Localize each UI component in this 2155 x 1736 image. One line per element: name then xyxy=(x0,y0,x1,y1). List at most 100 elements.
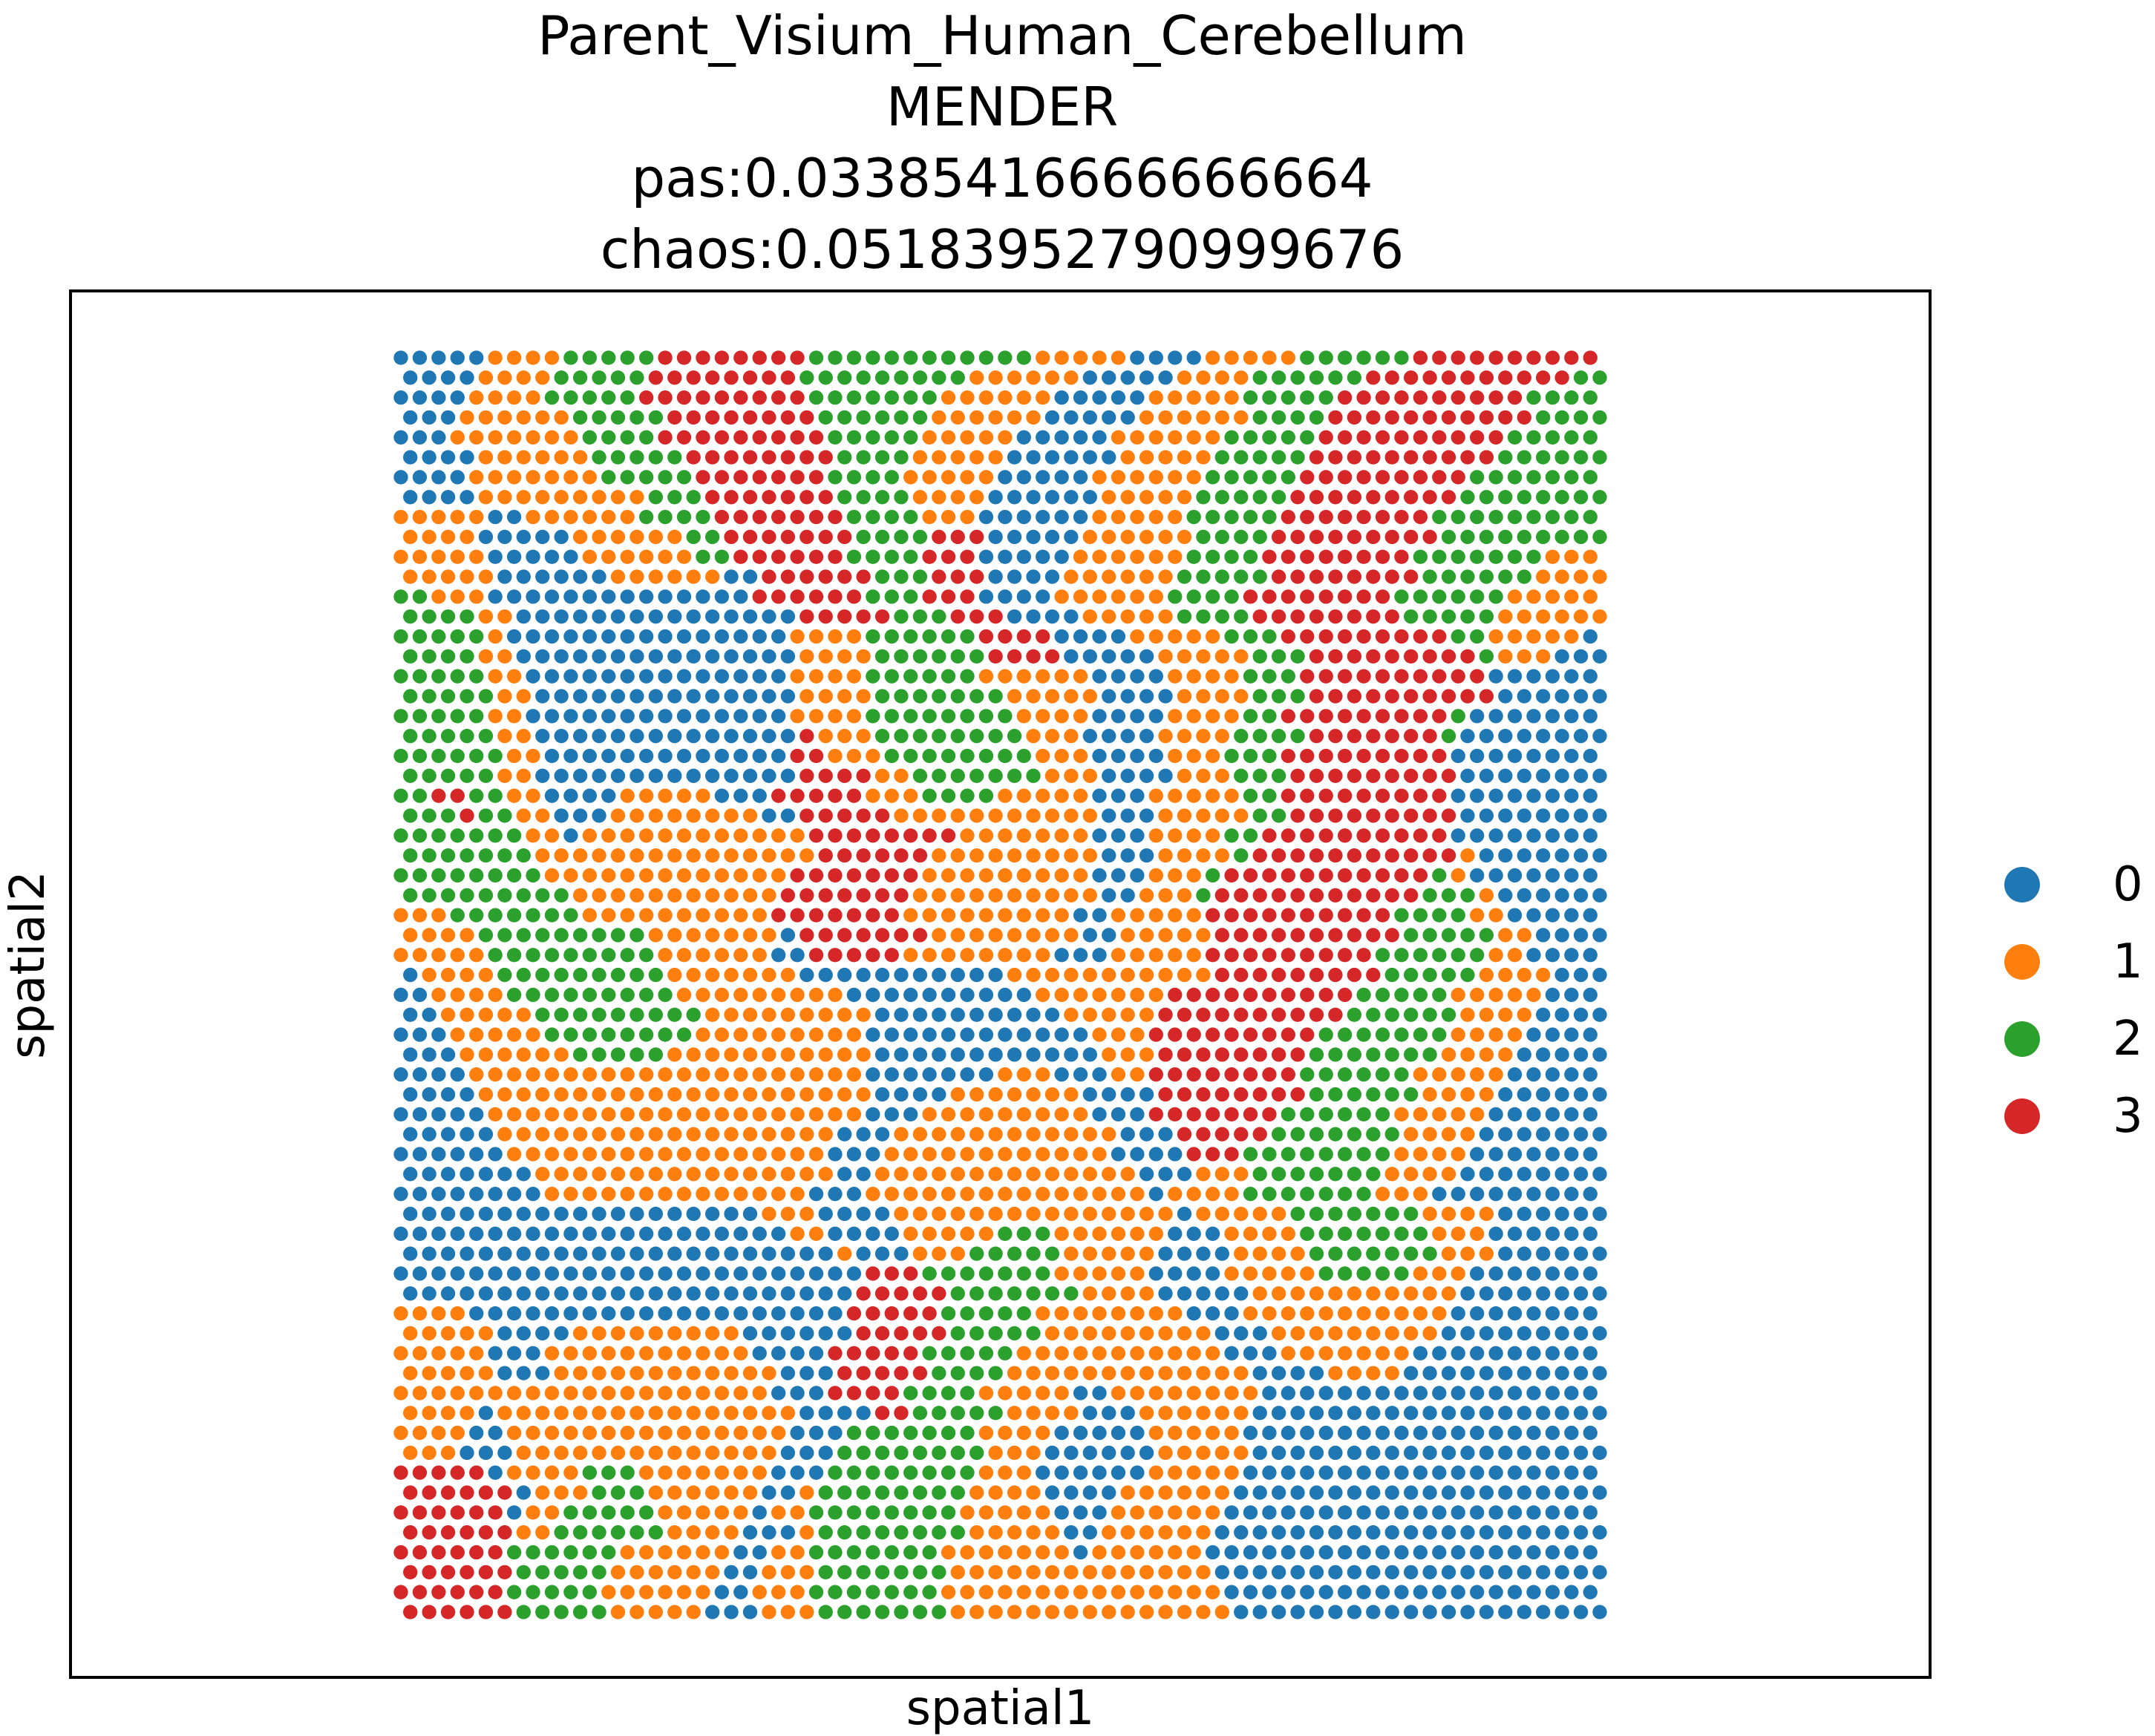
spot-point xyxy=(762,768,776,783)
spot-point xyxy=(1262,350,1277,365)
spot-point xyxy=(1224,1505,1239,1520)
spot-point xyxy=(1507,788,1523,803)
spot-point xyxy=(799,967,814,983)
spot-point xyxy=(412,908,428,923)
spot-point xyxy=(1026,649,1041,664)
spot-point xyxy=(1148,430,1163,445)
spot-point xyxy=(1422,1246,1437,1261)
spot-point xyxy=(874,569,890,584)
spot-point xyxy=(1036,1386,1050,1401)
spot-point xyxy=(1026,569,1041,584)
spot-point xyxy=(1262,1585,1277,1599)
spot-point xyxy=(393,1107,408,1122)
spot-point xyxy=(648,1087,664,1102)
spot-point xyxy=(403,1326,418,1341)
spot-point xyxy=(460,1445,474,1461)
spot-point xyxy=(1196,1047,1211,1062)
spot-point xyxy=(1243,1027,1258,1042)
spot-point xyxy=(846,1585,862,1599)
spot-point xyxy=(969,609,984,624)
spot-point xyxy=(676,1386,692,1401)
spot-point xyxy=(1592,808,1607,823)
spot-point xyxy=(922,828,937,843)
spot-point xyxy=(1337,1266,1353,1281)
spot-point xyxy=(846,987,862,1003)
spot-point xyxy=(799,1565,814,1580)
spot-point xyxy=(1300,948,1315,963)
spot-point xyxy=(1281,748,1296,764)
spot-point xyxy=(1479,888,1494,903)
spot-point xyxy=(1498,649,1513,664)
spot-point xyxy=(1536,1127,1551,1141)
spot-point xyxy=(771,1346,786,1360)
spot-point xyxy=(1460,1326,1475,1341)
spot-point xyxy=(1470,1425,1485,1441)
spot-point xyxy=(1394,868,1409,883)
spot-point xyxy=(1536,450,1551,465)
spot-point xyxy=(450,1306,465,1321)
spot-point xyxy=(1573,928,1589,943)
spot-point xyxy=(620,549,635,564)
spot-point xyxy=(1073,987,1088,1003)
spot-point xyxy=(714,1386,730,1401)
spot-point xyxy=(1168,470,1183,485)
spot-point xyxy=(790,1585,805,1599)
spot-point xyxy=(1054,589,1069,604)
spot-point xyxy=(1262,828,1277,843)
spot-point xyxy=(638,788,654,803)
spot-point xyxy=(1139,689,1154,704)
spot-point xyxy=(1205,470,1220,485)
spot-point xyxy=(1413,1067,1428,1082)
spot-point xyxy=(1300,1386,1315,1401)
spot-point xyxy=(393,748,408,764)
spot-point xyxy=(1214,888,1229,903)
spot-point xyxy=(1309,410,1324,425)
spot-point xyxy=(1488,987,1503,1003)
spot-point xyxy=(526,1505,540,1520)
spot-point xyxy=(1130,669,1145,684)
spot-point xyxy=(488,748,503,764)
spot-point xyxy=(582,1545,597,1560)
spot-point xyxy=(1545,828,1560,843)
spot-point xyxy=(1337,669,1353,684)
spot-point xyxy=(440,649,456,664)
spot-point xyxy=(1092,987,1107,1003)
spot-point xyxy=(922,629,937,644)
spot-point xyxy=(422,1007,436,1022)
spot-point xyxy=(884,1386,899,1401)
spot-point xyxy=(1422,768,1437,783)
spot-point xyxy=(1441,1605,1456,1619)
spot-point xyxy=(874,1007,890,1022)
spot-point xyxy=(1328,1246,1343,1261)
spot-point xyxy=(450,1585,465,1599)
spot-point xyxy=(554,569,569,584)
spot-point xyxy=(1318,1067,1333,1082)
spot-point xyxy=(1404,848,1419,863)
spot-point xyxy=(1432,390,1447,405)
spot-point xyxy=(1252,410,1267,425)
spot-point xyxy=(912,450,928,465)
spot-point xyxy=(422,569,436,584)
spot-point xyxy=(638,1147,654,1162)
spot-point xyxy=(686,1605,701,1619)
y-axis-label: spatial2 xyxy=(1,871,56,1059)
spot-point xyxy=(1262,1346,1277,1360)
spot-point xyxy=(630,1047,644,1062)
spot-point xyxy=(1252,928,1267,943)
spot-point xyxy=(837,1326,852,1341)
spot-point xyxy=(1224,1306,1239,1321)
spot-point xyxy=(799,1366,814,1380)
spot-point xyxy=(554,490,569,505)
spot-point xyxy=(676,1425,692,1441)
spot-point xyxy=(658,589,673,604)
spot-point xyxy=(1592,967,1607,983)
spot-point xyxy=(988,689,1003,704)
spot-point xyxy=(535,529,550,545)
spot-point xyxy=(535,1047,550,1062)
spot-point xyxy=(516,1326,531,1341)
legend-marker-icon xyxy=(2004,867,2040,903)
spot-point xyxy=(422,768,436,783)
spot-point xyxy=(799,649,814,664)
spot-point xyxy=(554,1007,569,1022)
spot-point xyxy=(1432,908,1447,923)
